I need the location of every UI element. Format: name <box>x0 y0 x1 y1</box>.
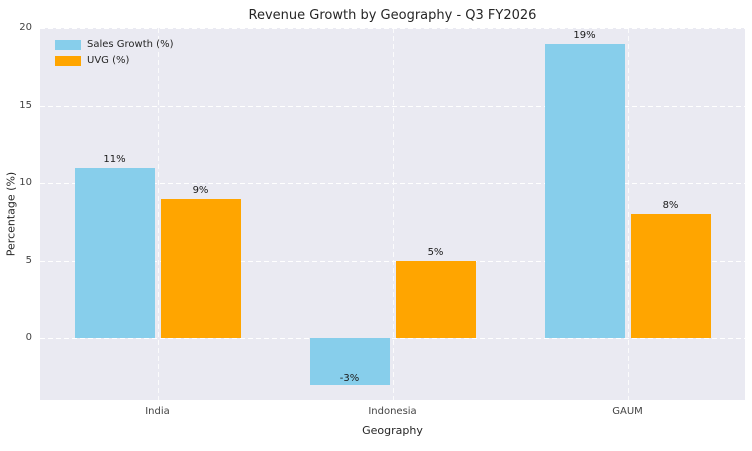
y-tick-label: 10 <box>19 177 32 188</box>
plot-area: Sales Growth (%) UVG (%) 11% 9% -3% 5% 19% 8% <box>40 28 745 400</box>
legend-item-uvg: UVG (%) <box>55 55 173 66</box>
bar-value-label: 19% <box>573 29 596 41</box>
y-tick-label: 5 <box>25 254 32 266</box>
bar-uvg <box>160 198 241 338</box>
bar-value-label: 11% <box>103 153 126 165</box>
bar-value-label: 8% <box>662 200 679 211</box>
gridline-horizontal <box>40 183 745 184</box>
y-tick-label: 0 <box>25 332 32 343</box>
x-tick-label: India <box>145 406 170 417</box>
gridline-horizontal <box>40 28 745 29</box>
legend-swatch <box>55 39 81 50</box>
legend-item-label: UVG (%) <box>87 55 130 66</box>
gridline-vertical <box>392 28 394 400</box>
x-axis-label: Geography <box>362 424 423 437</box>
bar-uvg <box>630 214 711 338</box>
bar-uvg <box>395 260 476 338</box>
gridline-vertical <box>627 28 629 400</box>
bar-value-label: -3% <box>339 372 360 384</box>
y-tick-label: 20 <box>19 22 32 33</box>
chart-title: Revenue Growth by Geography - Q3 FY2026 <box>248 8 537 23</box>
legend-swatch <box>55 55 81 66</box>
bar-sales-growth <box>309 338 390 385</box>
bar-sales-growth <box>74 167 155 338</box>
bar-value-label: 5% <box>427 246 444 258</box>
gridline-horizontal <box>40 338 745 339</box>
gridline-horizontal <box>40 105 745 107</box>
x-tick-label: GAUM <box>612 406 643 417</box>
y-tick-label: 15 <box>19 99 32 111</box>
bar-value-label: 9% <box>192 184 209 196</box>
gridline-horizontal <box>40 260 745 262</box>
legend-item-label: Sales Growth (%) <box>87 39 174 50</box>
bar-sales-growth <box>544 43 625 338</box>
legend: Sales Growth (%) UVG (%) <box>48 34 180 71</box>
legend-item-sales-growth: Sales Growth (%) <box>55 39 173 50</box>
x-tick-label: Indonesia <box>368 406 417 417</box>
gridline-vertical <box>157 28 159 400</box>
